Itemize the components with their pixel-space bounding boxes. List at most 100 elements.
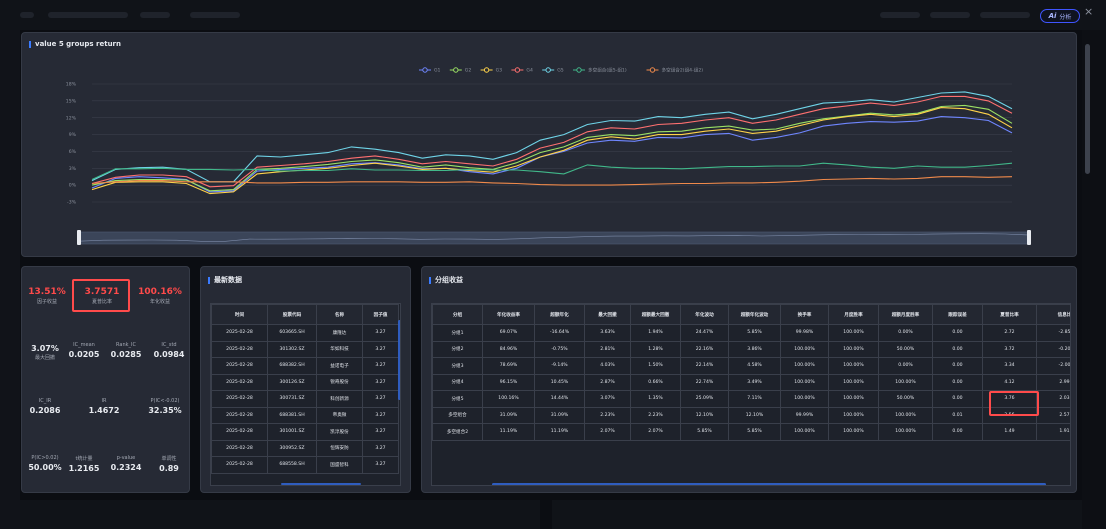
group-table-cell: 分组2 (432, 340, 483, 358)
latest-table-cell: 2025-02-28 (211, 439, 268, 457)
group-table-row[interactable]: 分组3 78.69% -9.14% 4.03% 1.50% 22.14% 4.58% 100.… (432, 357, 1070, 375)
group-table-row[interactable]: 分组1 69.07% -16.64% 3.63% 1.94% 24.47% 5.85% 99.… (432, 324, 1070, 342)
returns-line-chart[interactable]: G1 G2 G3 G4 G5 多空组合(组5-组1) 多空组合2(组4-组2) 18% 15%… (22, 33, 1078, 258)
bottom-placeholder (20, 500, 540, 529)
latest-table-row[interactable]: 2025-02-28 688381.SH 帝奥微 3.27 (211, 406, 399, 424)
group-table-row[interactable]: 分组4 96.15% 10.45% 2.87% 0.66% 22.74% 3.49% 100.… (432, 373, 1070, 391)
annual-return-stat: 100.16% 年化收益 (135, 287, 185, 305)
t-stat-stat: t统计量 1.2165 (59, 455, 109, 473)
legend-item[interactable]: G1 (419, 67, 441, 74)
p-value-label: p-value (116, 455, 136, 461)
ic-mean-value: 0.0205 (68, 350, 100, 359)
y-tick-label: 9% (69, 132, 77, 138)
page-scrollbar[interactable] (1085, 44, 1090, 174)
bottom-placeholder (552, 500, 1082, 529)
group-table-cell: 100.00% (828, 340, 879, 358)
latest-table-row[interactable]: 2025-02-28 688382.SH 益诺电子 3.27 (211, 357, 399, 375)
group-table-cell: 2.87% (584, 373, 631, 391)
latest-table-row[interactable]: 2025-02-28 603665.SH 康隆达 3.27 (211, 324, 399, 342)
group-table-cell: 分组1 (432, 324, 483, 342)
t-stat-value: 1.2165 (68, 464, 100, 473)
sharpe-value: 3.7571 (84, 287, 120, 297)
ai-analysis-button[interactable]: Ai 分析 (1040, 9, 1080, 23)
rank-ic-stat: Rank_IC 0.0285 (101, 342, 151, 359)
series-line-3[interactable] (91, 107, 1013, 195)
legend-item[interactable]: 多空组合2(组4-组2) (646, 67, 704, 74)
group-table-cell: 69.07% (482, 324, 535, 342)
latest-table-cell: 300731.SZ (267, 390, 317, 408)
latest-table-cell: 凯淳股份 (316, 423, 363, 441)
nav-placeholder (880, 12, 920, 18)
group-table-row[interactable]: 分组2 84.96% -0.75% 2.81% 1.28% 22.16% 3.86% 100.… (432, 340, 1070, 358)
group-table-cell: 2.99 (1036, 373, 1070, 391)
close-icon[interactable]: × (1084, 5, 1094, 18)
group-table-row[interactable]: 多空组合 31.09% 31.09% 2.23% 2.23% 12.10% 12.10% 99… (432, 406, 1070, 424)
group-table-row[interactable]: 多空组合2 11.19% 11.19% 2.07% 2.07% 5.85% 5.85% 100… (432, 423, 1070, 441)
group-table-cell: 78.69% (482, 357, 535, 375)
zoom-preview-line (78, 233, 1031, 242)
ir-label: IR (101, 398, 107, 404)
group-table-cell: 25.09% (680, 390, 729, 408)
latest-table-row[interactable]: 2025-02-28 300731.SZ 科创新源 3.27 (211, 390, 399, 408)
factor-return-value: 13.51% (28, 287, 66, 297)
latest-table-row[interactable]: 2025-02-28 300952.SZ 恒辉安防 3.27 (211, 439, 399, 457)
latest-data-table-container[interactable]: 时间 股票代码 名称 因子值 2025-02-28 603665.SH 康隆达 3.27 20… (210, 303, 401, 486)
group-table-cell: 100.00% (780, 423, 829, 441)
group-table-cell: 4.03% (584, 357, 631, 375)
t-stat-label: t统计量 (75, 456, 93, 462)
legend-item[interactable]: 多空组合(组5-组1) (573, 67, 627, 74)
group-table-cell: -9.14% (534, 357, 585, 375)
group-table-cell: 100.00% (780, 340, 829, 358)
latest-table-hscrollbar[interactable] (281, 483, 361, 485)
group-table-hscrollbar[interactable] (492, 483, 1046, 485)
latest-table-row[interactable]: 2025-02-28 300126.SZ 锐奇股份 3.27 (211, 373, 399, 391)
group-table-cell: 100.00% (780, 390, 829, 408)
latest-table-row[interactable]: 2025-02-28 301001.SZ 凯淳股份 3.27 (211, 423, 399, 441)
series-line-1[interactable] (91, 116, 1013, 193)
latest-table-row[interactable]: 2025-02-28 688558.SH 国盛智科 3.27 (211, 456, 399, 474)
group-table-header-cell: 最大回撤 (584, 304, 631, 325)
group-table-cell: 1.94% (630, 324, 681, 342)
latest-table-row[interactable]: 2025-02-28 301302.SZ 华如科技 3.27 (211, 340, 399, 358)
latest-table-cell: 华如科技 (316, 340, 363, 358)
legend-marker-icon (649, 67, 656, 73)
latest-table-header-cell: 因子值 (362, 304, 399, 325)
group-table-cell: 1.91 (1036, 423, 1070, 441)
group-table-cell: 2.57 (1036, 406, 1070, 424)
group-table-cell: -2.85 (1036, 324, 1070, 342)
group-table-cell: 24.47% (680, 324, 729, 342)
group-table-row[interactable]: 分组5 100.16% 14.44% 3.07% 1.35% 25.09% 7.11% 100… (432, 390, 1070, 408)
legend-item[interactable]: G3 (480, 67, 503, 74)
group-table-header-cell: 年化收益率 (482, 304, 535, 325)
legend-marker-icon (514, 67, 521, 73)
p-value-stat: p-value 0.2324 (101, 455, 151, 472)
legend-item[interactable]: G2 (449, 67, 472, 74)
zoom-handle-left[interactable] (77, 230, 81, 245)
group-table-cell: 100.00% (878, 406, 933, 424)
p-value-value: 0.2324 (110, 463, 142, 472)
group-table-cell: 3.07% (584, 390, 631, 408)
legend-item[interactable]: G5 (542, 67, 564, 74)
zoom-track[interactable] (78, 231, 1031, 245)
series-line-2[interactable] (91, 104, 1013, 192)
group-returns-table-container[interactable]: 分组 年化收益率 超额年化 最大回撤 超额最大回撤 年化波动 超额年化波动 换手率 月度胜率 超额… (431, 303, 1071, 486)
y-axis-ticks: 18% 15% 12% 9% 6% 3% 0% -3% (66, 82, 77, 206)
series-line-6[interactable] (91, 162, 1013, 181)
group-table-cell: 100.16% (482, 390, 535, 408)
group-table-cell: 100.00% (878, 373, 933, 391)
latest-panel-title: 最新数据 (208, 275, 242, 285)
group-table-cell: 7.11% (728, 390, 781, 408)
group-table-header-cell: 超额年化 (534, 304, 585, 325)
series-line-5[interactable] (91, 91, 1013, 183)
zoom-handle-right[interactable] (1027, 230, 1031, 245)
legend-item[interactable]: G4 (511, 67, 533, 74)
monotonic-label: 单调性 (161, 456, 177, 462)
group-table-cell: 22.14% (680, 357, 729, 375)
series-line-7[interactable] (91, 176, 1013, 186)
group-table-cell: 1.35% (630, 390, 681, 408)
latest-table-vscrollbar[interactable] (398, 320, 400, 400)
latest-table-cell: 2025-02-28 (211, 406, 268, 424)
latest-table-cell: 2025-02-28 (211, 390, 268, 408)
group-table-cell: 100.00% (828, 406, 879, 424)
series-line-4[interactable] (91, 95, 1013, 188)
